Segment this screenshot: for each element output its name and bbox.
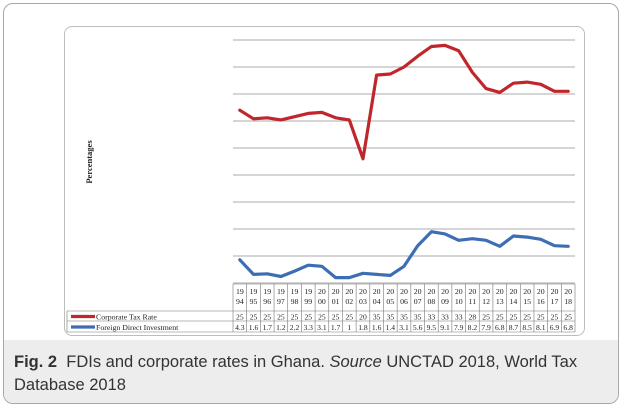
table-cell: 3.1 <box>317 323 327 332</box>
x-tick-label: 19 98 <box>291 287 299 306</box>
table-cell: 25 <box>250 313 258 322</box>
x-tick-label: 20 11 <box>469 287 477 306</box>
table-cell: 1.8 <box>358 323 368 332</box>
chart-area: Percentages 19 94 19 95 19 96 19 97 19 98 19 99 20 00 2… <box>64 26 585 336</box>
table-cell: 6.8 <box>495 323 505 332</box>
legend-label-foreign-direct-investment: Foreign Direct Investment <box>96 323 179 332</box>
table-cell: 25 <box>537 313 545 322</box>
x-tick-label: 20 14 <box>510 287 518 306</box>
caption-source-text: UNCTAD 2018, World Tax Database 2018 <box>14 353 578 394</box>
y-axis-label: Percentages <box>84 140 94 184</box>
caption-background <box>4 340 618 403</box>
table-cell: 33 <box>455 313 463 322</box>
table-cell: 1.6 <box>249 323 259 332</box>
figure-caption: Fig. 2 FDIs and corporate rates in Ghana… <box>14 351 610 397</box>
caption-label: Fig. 2 <box>14 353 58 371</box>
table-cell: 3.3 <box>303 323 313 332</box>
table-cell: 8.1 <box>536 323 546 332</box>
table-cell: 20 <box>359 313 367 322</box>
line-chart: Percentages 19 94 19 95 19 96 19 97 19 98 19 99 20 00 2… <box>66 39 576 333</box>
series-line-foreign-direct-investment <box>238 230 570 280</box>
table-cell: 1.7 <box>331 323 341 332</box>
figure-frame: Percentages 19 94 19 95 19 96 19 97 19 98 19 99 20 00 2… <box>3 3 619 404</box>
x-tick-label: 20 08 <box>427 287 435 306</box>
x-tick-label: 20 10 <box>455 287 463 306</box>
table-cell: 28 <box>469 313 477 322</box>
x-tick-label: 20 00 <box>318 287 326 306</box>
x-tick-label: 19 97 <box>277 287 285 306</box>
x-tick-label: 19 96 <box>263 287 271 306</box>
table-cell: 25 <box>496 313 504 322</box>
table-cell: 9.1 <box>440 323 450 332</box>
x-tick-label: 20 09 <box>441 287 449 306</box>
table-cell: 25 <box>332 313 340 322</box>
x-tick-label: 20 13 <box>496 287 504 306</box>
table-cell: 1.2 <box>276 323 286 332</box>
table-cell: 25 <box>551 313 559 322</box>
table-cell: 8.7 <box>509 323 519 332</box>
x-tick-label: 20 07 <box>414 287 422 306</box>
table-cell: 25 <box>564 313 572 322</box>
table-cell: 35 <box>373 313 381 322</box>
table-cell: 25 <box>277 313 285 322</box>
table-cell: 1 <box>347 323 351 332</box>
table-cell: 25 <box>236 313 244 322</box>
x-tick-label: 20 03 <box>359 287 367 306</box>
x-tick-label: 19 94 <box>236 287 244 306</box>
table-cell: 25 <box>318 313 326 322</box>
table-cell: 1.4 <box>386 323 396 332</box>
caption-text: FDIs and corporate rates in Ghana. <box>66 353 330 371</box>
table-cell: 7.9 <box>481 323 491 332</box>
table-cell: 7.9 <box>454 323 464 332</box>
table-cell: 4.3 <box>235 323 245 332</box>
table-cell: 25 <box>345 313 353 322</box>
table-cell: 6.9 <box>550 323 560 332</box>
table-cell: 6.8 <box>563 323 573 332</box>
table-cell: 25 <box>510 313 518 322</box>
table-cell: 9.5 <box>427 323 437 332</box>
x-tick-label: 19 99 <box>304 287 312 306</box>
table-cell: 5.6 <box>413 323 423 332</box>
table-cell: 1.7 <box>262 323 272 332</box>
x-tick-label: 20 18 <box>564 287 572 306</box>
table-cell: 35 <box>400 313 408 322</box>
x-tick-label: 20 15 <box>523 287 531 306</box>
x-tick-label: 20 04 <box>373 287 381 306</box>
table-cell: 2.2 <box>290 323 300 332</box>
table-cell: 25 <box>523 313 531 322</box>
table-cell: 25 <box>291 313 299 322</box>
table-cell: 8.2 <box>468 323 478 332</box>
series-line-corporate-tax-rate <box>238 43 570 161</box>
table-cell: 35 <box>387 313 395 322</box>
legend-label-corporate-tax-rate: Corporate Tax Rate <box>96 313 157 322</box>
x-tick-label: 19 95 <box>250 287 258 306</box>
x-tick-label: 20 05 <box>386 287 394 306</box>
caption-source-word: Source <box>329 353 382 371</box>
x-tick-label: 20 17 <box>551 287 559 306</box>
table-cell: 3.1 <box>399 323 409 332</box>
x-tick-label: 20 06 <box>400 287 408 306</box>
x-tick-label: 20 01 <box>332 287 340 306</box>
x-tick-label: 20 02 <box>345 287 353 306</box>
table-cell: 25 <box>263 313 271 322</box>
table-cell: 1.6 <box>372 323 382 332</box>
x-tick-label: 20 12 <box>482 287 490 306</box>
table-cell: 8.5 <box>522 323 532 332</box>
table-cell: 25 <box>304 313 312 322</box>
table-cell: 33 <box>441 313 449 322</box>
table-cell: 33 <box>428 313 436 322</box>
table-cell: 35 <box>414 313 422 322</box>
x-tick-label: 20 16 <box>537 287 545 306</box>
table-cell: 25 <box>482 313 490 322</box>
